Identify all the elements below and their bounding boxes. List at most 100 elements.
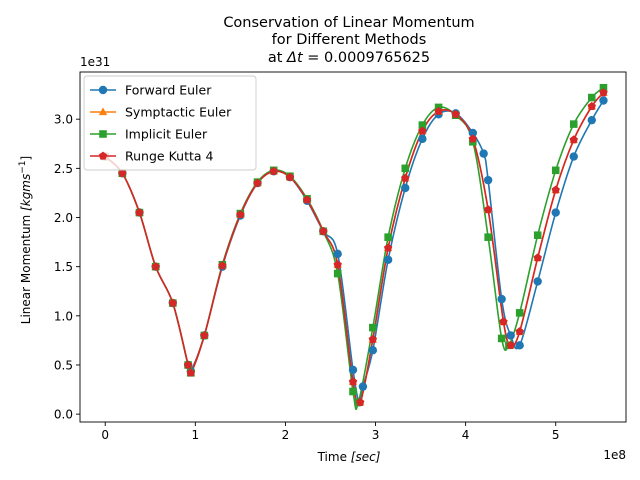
data-point-runge-kutta-4 <box>451 109 460 118</box>
data-point-runge-kutta-4 <box>253 178 262 187</box>
data-point-runge-kutta-4 <box>483 205 493 214</box>
x-axis-label-unit: [sec] <box>351 450 381 464</box>
x-tick-label: 3 <box>372 428 380 442</box>
data-point-runge-kutta-4 <box>383 243 393 252</box>
data-point-forward-euler <box>368 346 378 355</box>
y-tick-label: 3.0 <box>54 113 73 127</box>
data-point-forward-euler <box>497 294 506 304</box>
chart-title-line-3: at Δt = 0.0009765625 <box>268 50 430 66</box>
data-point-runge-kutta-4 <box>135 208 144 217</box>
data-point-runge-kutta-4 <box>168 298 177 307</box>
data-point-forward-euler <box>533 277 542 286</box>
data-point-runge-kutta-4 <box>401 173 410 182</box>
data-point-forward-euler <box>515 341 524 350</box>
data-point-implicit-euler <box>533 231 542 239</box>
data-point-forward-euler <box>569 152 578 161</box>
data-point-runge-kutta-4 <box>236 210 245 219</box>
title-dt-symbol: Δt <box>286 50 304 66</box>
legend-entries: Forward Euler Symptactic Euler Implicit Eu… <box>90 83 232 164</box>
data-point-runge-kutta-4 <box>186 368 196 377</box>
data-point-forward-euler <box>479 149 488 158</box>
x-axis-label: Time [sec] <box>317 450 381 464</box>
data-point-runge-kutta-4 <box>368 335 378 343</box>
data-point-forward-euler <box>358 382 368 391</box>
x-tick-label: 4 <box>462 428 470 442</box>
y-offset-text: 1e31 <box>80 55 110 69</box>
y-tick-label: 1.5 <box>54 260 73 274</box>
y-tick-label: 2.5 <box>54 162 73 176</box>
data-point-implicit-euler <box>497 334 506 343</box>
x-offset-text: 1e8 <box>603 448 626 462</box>
y-axis-ticks: 0.0 0.5 1.0 1.5 2.0 2.5 3.0 <box>54 113 80 422</box>
data-point-runge-kutta-4 <box>533 253 542 262</box>
data-point-runge-kutta-4 <box>418 126 427 135</box>
data-point-forward-euler <box>401 183 410 193</box>
title-dt-value: = 0.0009765625 <box>303 50 430 66</box>
data-point-runge-kutta-4 <box>319 226 328 235</box>
data-point-implicit-euler <box>587 93 596 102</box>
data-point-forward-euler <box>348 365 358 375</box>
data-point-forward-euler <box>468 128 478 138</box>
data-point-forward-euler <box>483 175 493 185</box>
legend-marker-runge-kutta-4 <box>98 151 108 160</box>
y-axis-label-exponent: −1 <box>18 160 28 173</box>
data-point-runge-kutta-4 <box>599 88 608 97</box>
data-point-forward-euler <box>587 115 596 125</box>
chart-title-line-1: Conservation of Linear Momentum <box>223 15 474 31</box>
data-point-forward-euler <box>551 208 560 217</box>
data-point-implicit-euler <box>333 269 342 278</box>
data-point-implicit-euler <box>384 233 392 241</box>
y-tick-label: 0.0 <box>54 408 73 422</box>
data-point-implicit-euler <box>599 83 608 92</box>
data-point-runge-kutta-4 <box>285 172 295 181</box>
data-point-runge-kutta-4 <box>434 106 443 115</box>
data-point-runge-kutta-4 <box>506 340 515 349</box>
legend-label-forward-euler: Forward Euler <box>125 83 212 98</box>
y-axis-label-close: ] <box>19 156 33 161</box>
data-point-runge-kutta-4 <box>551 185 560 194</box>
legend-marker-implicit-euler <box>99 130 107 138</box>
data-point-forward-euler <box>333 249 342 259</box>
data-point-implicit-euler <box>515 309 524 317</box>
y-tick-label: 2.0 <box>54 211 73 225</box>
y-axis-label-unit: [kgms <box>19 174 33 211</box>
data-point-runge-kutta-4 <box>515 327 524 336</box>
data-point-implicit-euler <box>569 120 578 128</box>
legend: Forward Euler Symptactic Euler Implicit Eu… <box>83 75 257 171</box>
data-point-runge-kutta-4 <box>118 168 127 177</box>
data-point-implicit-euler <box>484 233 492 241</box>
y-axis-label-text: Linear Momentum <box>19 211 33 324</box>
data-point-runge-kutta-4 <box>333 260 342 269</box>
y-tick-label: 1.0 <box>54 309 73 323</box>
x-tick-label: 2 <box>282 428 290 442</box>
x-tick-label: 0 <box>101 428 109 442</box>
data-point-runge-kutta-4 <box>200 331 209 340</box>
data-point-runge-kutta-4 <box>587 102 596 110</box>
data-point-runge-kutta-4 <box>218 261 227 270</box>
data-point-implicit-euler <box>401 164 410 173</box>
data-point-runge-kutta-4 <box>569 135 578 144</box>
title-dt-prefix: at <box>268 50 287 66</box>
data-point-runge-kutta-4 <box>302 195 312 204</box>
x-tick-label: 1 <box>192 428 200 442</box>
legend-label-runge-kutta-4: Runge Kutta 4 <box>125 149 213 164</box>
data-point-forward-euler <box>599 96 608 105</box>
data-point-runge-kutta-4 <box>269 166 278 175</box>
data-point-runge-kutta-4 <box>468 134 478 143</box>
data-point-forward-euler <box>506 331 515 340</box>
axes-frame <box>79 71 627 423</box>
legend-box <box>83 75 257 171</box>
data-point-runge-kutta-4 <box>499 317 508 326</box>
data-point-implicit-euler <box>418 121 427 129</box>
plot-markers <box>101 83 608 407</box>
data-point-runge-kutta-4 <box>151 262 160 271</box>
data-point-forward-euler <box>418 134 427 144</box>
legend-label-symptactic-euler: Symptactic Euler <box>125 105 232 120</box>
data-point-forward-euler <box>383 255 393 264</box>
x-axis-label-text: Time <box>317 450 351 464</box>
y-axis-label: Linear Momentum [kgms−1] <box>18 156 33 324</box>
legend-label-implicit-euler: Implicit Euler <box>125 127 208 142</box>
data-point-runge-kutta-4 <box>183 360 193 369</box>
legend-marker-symptactic-euler <box>98 107 108 116</box>
